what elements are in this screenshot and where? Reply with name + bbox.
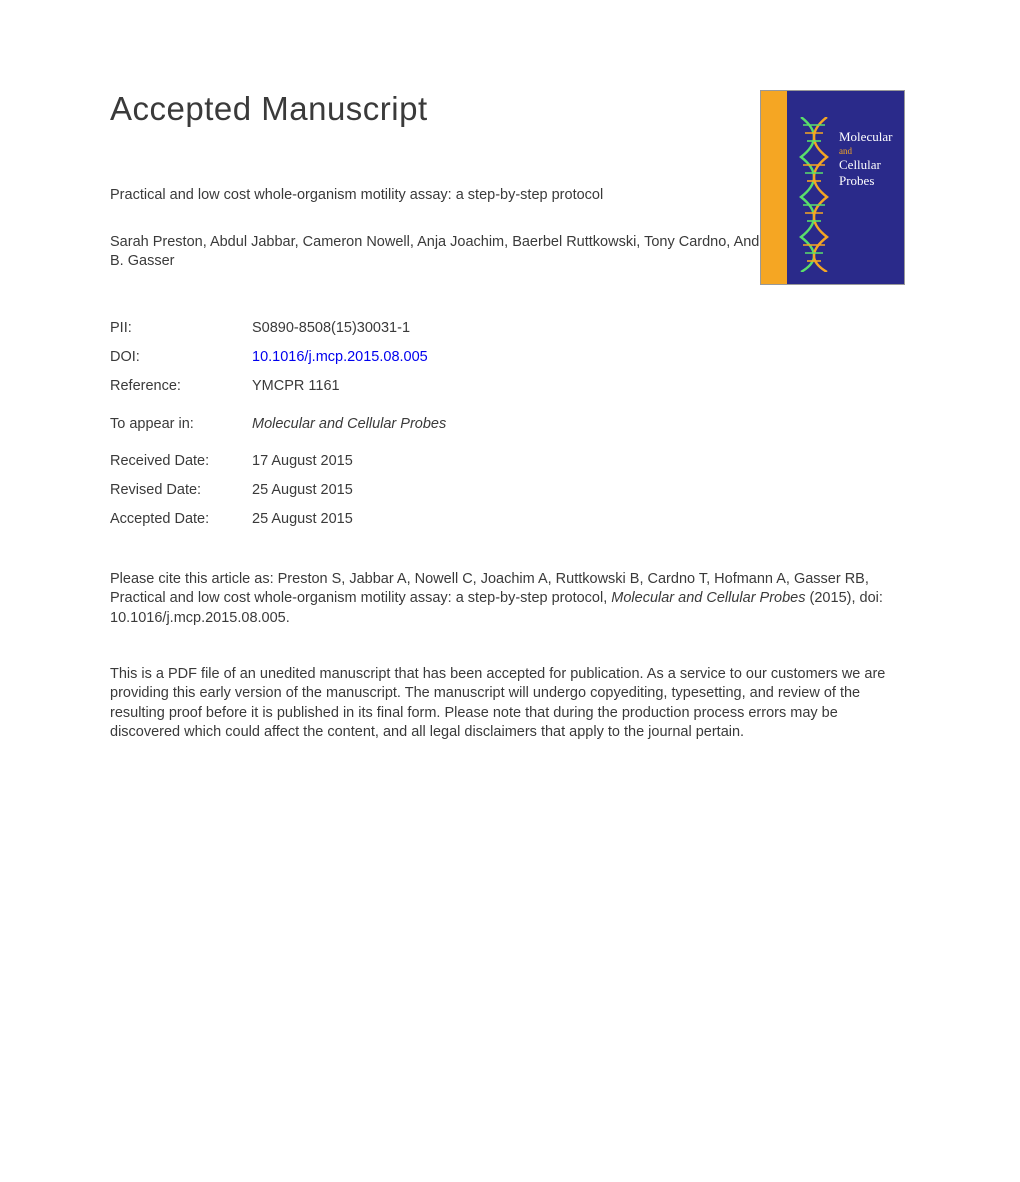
doi-row: DOI: 10.1016/j.mcp.2015.08.005 (110, 343, 446, 372)
revised-value: 25 August 2015 (252, 476, 446, 505)
cover-spine-band (761, 91, 787, 284)
citation-journal: Molecular and Cellular Probes (611, 590, 805, 606)
pii-row: PII: S0890-8508(15)30031-1 (110, 314, 446, 343)
journal-cover-thumbnail: Molecular and Cellular Probes (760, 90, 905, 285)
received-label: Received Date: (110, 447, 252, 476)
appear-in-row: To appear in: Molecular and Cellular Pro… (110, 401, 446, 448)
cover-word-probes: Probes (839, 173, 874, 188)
journal-name: Molecular and Cellular Probes (252, 416, 446, 432)
cover-word-molecular: Molecular (839, 129, 892, 144)
pii-value: S0890-8508(15)30031-1 (252, 314, 446, 343)
reference-label: Reference: (110, 372, 252, 401)
reference-value: YMCPR 1161 (252, 372, 446, 401)
cover-word-and: and (839, 145, 892, 158)
appear-label: To appear in: (110, 401, 252, 448)
accepted-value: 25 August 2015 (252, 505, 446, 534)
manuscript-cover-page: Molecular and Cellular Probes Accepted M… (0, 0, 1020, 803)
citation-text: Please cite this article as: Preston S, … (110, 570, 910, 629)
revised-label: Revised Date: (110, 476, 252, 505)
received-value: 17 August 2015 (252, 447, 446, 476)
journal-cover-title: Molecular and Cellular Probes (839, 129, 892, 188)
dna-helix-icon (797, 117, 831, 272)
pii-label: PII: (110, 314, 252, 343)
metadata-table: PII: S0890-8508(15)30031-1 DOI: 10.1016/… (110, 314, 446, 534)
doi-link[interactable]: 10.1016/j.mcp.2015.08.005 (252, 349, 428, 365)
doi-label: DOI: (110, 343, 252, 372)
cover-word-cellular: Cellular (839, 157, 881, 172)
disclaimer-text: This is a PDF file of an unedited manusc… (110, 665, 910, 743)
received-row: Received Date: 17 August 2015 (110, 447, 446, 476)
accepted-label: Accepted Date: (110, 505, 252, 534)
revised-row: Revised Date: 25 August 2015 (110, 476, 446, 505)
accepted-row: Accepted Date: 25 August 2015 (110, 505, 446, 534)
reference-row: Reference: YMCPR 1161 (110, 372, 446, 401)
